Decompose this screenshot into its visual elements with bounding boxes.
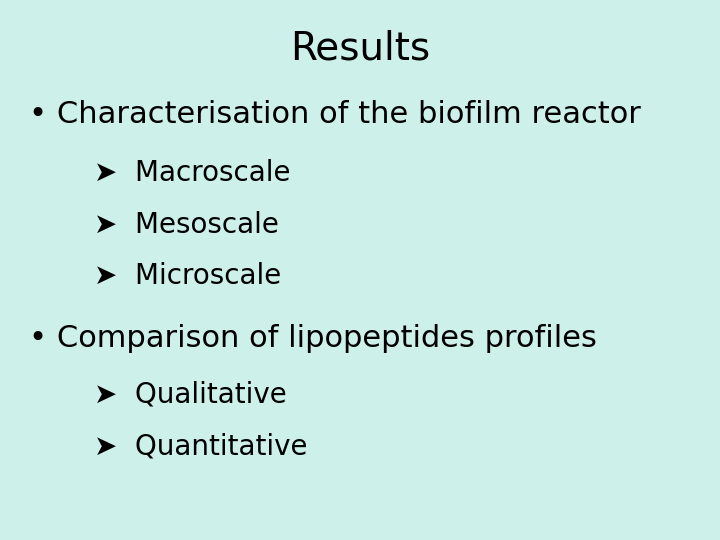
Text: ➤  Mesoscale: ➤ Mesoscale [94,211,279,239]
Text: ➤  Microscale: ➤ Microscale [94,262,281,290]
Text: • Comparison of lipopeptides profiles: • Comparison of lipopeptides profiles [29,324,597,353]
Text: Results: Results [290,30,430,68]
Text: ➤  Qualitative: ➤ Qualitative [94,381,287,409]
Text: • Characterisation of the biofilm reactor: • Characterisation of the biofilm reacto… [29,100,641,129]
Text: ➤  Macroscale: ➤ Macroscale [94,159,290,187]
Text: ➤  Quantitative: ➤ Quantitative [94,432,307,460]
